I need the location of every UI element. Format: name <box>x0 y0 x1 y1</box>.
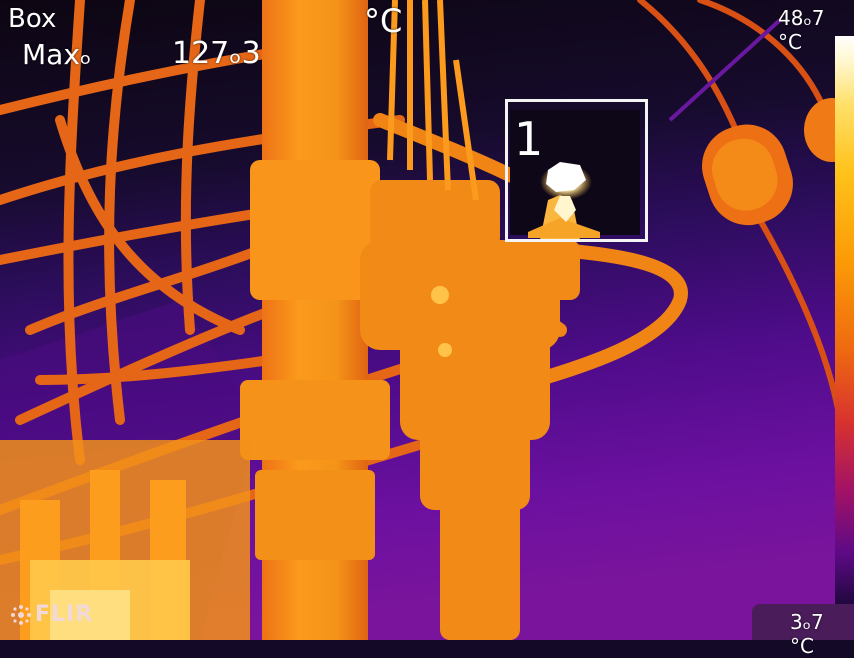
measurement-box[interactable]: 1 <box>505 99 648 242</box>
temperature-unit: °C <box>364 2 403 40</box>
flir-logo: FLIR <box>10 602 93 627</box>
max-temperature-value: 127ₒ3 <box>172 36 261 71</box>
scale-max-label: 48ₒ7 °C <box>778 6 825 54</box>
thermal-image <box>0 0 854 640</box>
flir-dots-icon <box>11 604 31 625</box>
measurement-box-number: 1 <box>514 112 544 166</box>
max-temperature-label: Maxₒ <box>22 38 92 71</box>
flir-logo-text: FLIR <box>35 602 94 627</box>
measurement-box-label: Box <box>8 4 57 34</box>
scale-min-label: 3ₒ7 °C <box>790 610 824 658</box>
temperature-color-scale <box>835 36 854 604</box>
scale-min-background <box>752 604 854 640</box>
